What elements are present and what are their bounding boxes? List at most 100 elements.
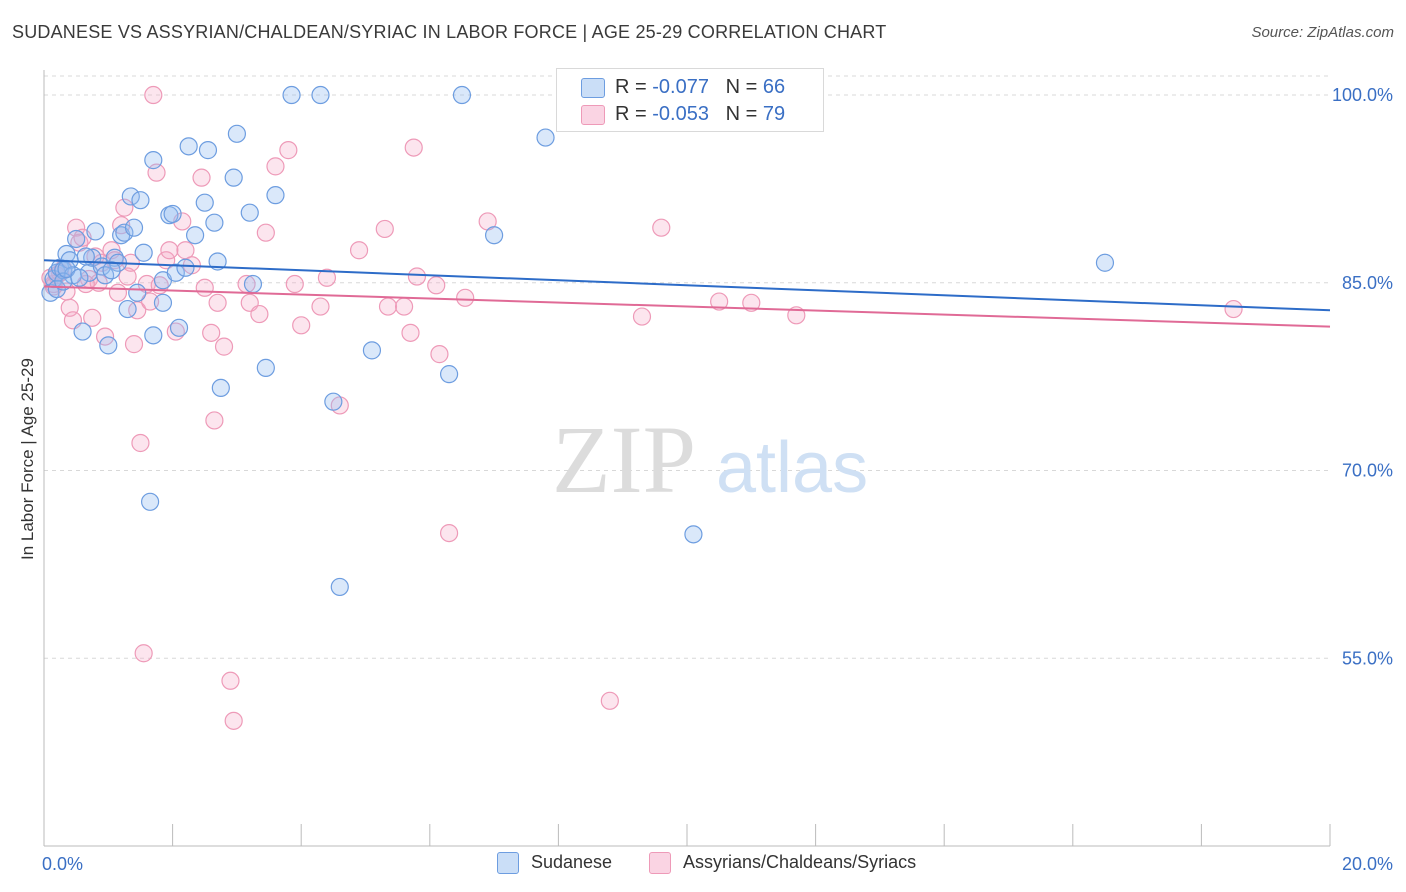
trend-lines: [43, 259, 1331, 328]
legend-row-assyrians: R = -0.053 N = 79: [557, 100, 823, 130]
data-point: [134, 644, 153, 663]
data-point: [195, 278, 214, 297]
y-tick-label: 85.0%: [1342, 273, 1393, 293]
y-tick-label: 70.0%: [1342, 461, 1393, 481]
data-point: [205, 213, 224, 232]
data-point: [208, 293, 227, 312]
data-point: [427, 276, 446, 295]
data-point: [144, 326, 163, 345]
data-point: [221, 671, 240, 690]
data-point: [144, 85, 163, 105]
watermark-atlas: atlas: [716, 428, 868, 508]
data-point: [121, 187, 140, 206]
legend-r-label: R =: [615, 103, 653, 125]
data-point: [439, 365, 459, 384]
data-point: [131, 191, 150, 210]
legend-n-label: N =: [725, 103, 763, 125]
legend-row-sudanese: R = -0.077 N = 66: [557, 73, 823, 103]
data-point: [102, 261, 121, 280]
data-point: [404, 138, 423, 157]
data-point: [124, 218, 144, 237]
data-point: [140, 292, 160, 311]
legend-r-label: R =: [615, 76, 653, 98]
data-point: [240, 203, 259, 222]
legend-n-value: 66: [762, 76, 786, 98]
bottom-legend-label-assyrians: Assyrians/Chaldeans/Syriacs: [683, 852, 917, 872]
data-point: [169, 318, 189, 337]
data-point: [292, 316, 311, 335]
data-point: [124, 335, 144, 354]
data-point: [279, 141, 298, 160]
data-point: [186, 226, 205, 245]
watermark-zip: ZIP: [552, 406, 696, 513]
data-point: [684, 525, 703, 544]
data-point: [73, 322, 92, 341]
data-point: [439, 523, 459, 543]
data-point: [324, 392, 343, 411]
data-point: [153, 293, 173, 312]
data-point: [317, 268, 337, 287]
data-point: [166, 263, 185, 282]
legend-r-value: -0.053: [652, 103, 709, 125]
legend-n-value: 79: [762, 103, 786, 125]
data-point: [115, 223, 134, 242]
stats-legend: R = -0.077 N = 66 R = -0.053 N = 79: [556, 68, 824, 132]
data-point: [250, 304, 269, 324]
data-point: [179, 137, 198, 156]
y-tick-label: 55.0%: [1342, 648, 1393, 668]
source-label: Source: ZipAtlas.com: [1251, 24, 1394, 41]
data-point: [394, 297, 414, 316]
x-tick-label: 20.0%: [1342, 854, 1393, 874]
y-axis-label: In Labor Force | Age 25-29: [18, 358, 37, 560]
data-point: [70, 268, 89, 287]
data-point: [285, 274, 304, 294]
data-point: [108, 283, 128, 302]
data-point: [266, 186, 285, 205]
data-point: [118, 299, 137, 319]
data-point: [163, 204, 182, 224]
tick-labels: 55.0% 70.0% 85.0% 100.0% 0.0% 20.0%: [42, 85, 1393, 874]
grid-lines: [44, 75, 1330, 659]
data-point: [99, 336, 118, 355]
data-point: [140, 492, 160, 511]
data-point: [83, 308, 102, 327]
data-point: [144, 151, 163, 170]
data-point: [401, 323, 420, 342]
data-point: [742, 293, 761, 312]
data-point: [211, 378, 230, 398]
trend-line-sudanese: [43, 259, 1331, 312]
data-point: [227, 124, 246, 143]
data-point: [134, 243, 153, 262]
data-point: [536, 128, 555, 147]
data-point: [362, 341, 382, 360]
data-point: [710, 292, 729, 311]
data-point: [311, 297, 330, 316]
bottom-legend-swatch-blue: [497, 852, 519, 874]
watermark: ZIP atlas: [552, 406, 868, 513]
data-point: [378, 297, 398, 316]
data-point: [375, 219, 394, 239]
data-point: [131, 433, 150, 453]
data-point: [266, 157, 285, 176]
data-point: [176, 258, 195, 277]
data-point: [224, 168, 243, 187]
data-point: [118, 267, 137, 286]
data-point: [198, 141, 218, 160]
data-point: [160, 241, 179, 260]
chart-title: SUDANESE VS ASSYRIAN/CHALDEAN/SYRIAC IN …: [12, 22, 887, 42]
data-point: [202, 323, 221, 342]
x-tick-label: 0.0%: [42, 854, 83, 874]
data-point: [208, 252, 227, 271]
bottom-legend-swatch-pink: [649, 852, 671, 874]
data-point: [600, 691, 619, 710]
data-point: [652, 218, 671, 237]
series-sudanese-points: [41, 85, 1115, 597]
data-point: [67, 229, 86, 249]
y-tick-label: 100.0%: [1332, 85, 1393, 105]
data-point: [430, 345, 449, 364]
data-point: [632, 307, 652, 326]
data-point: [214, 337, 234, 356]
legend-text-sudanese: R = -0.077 N = 66: [615, 76, 785, 99]
data-point: [485, 226, 504, 245]
